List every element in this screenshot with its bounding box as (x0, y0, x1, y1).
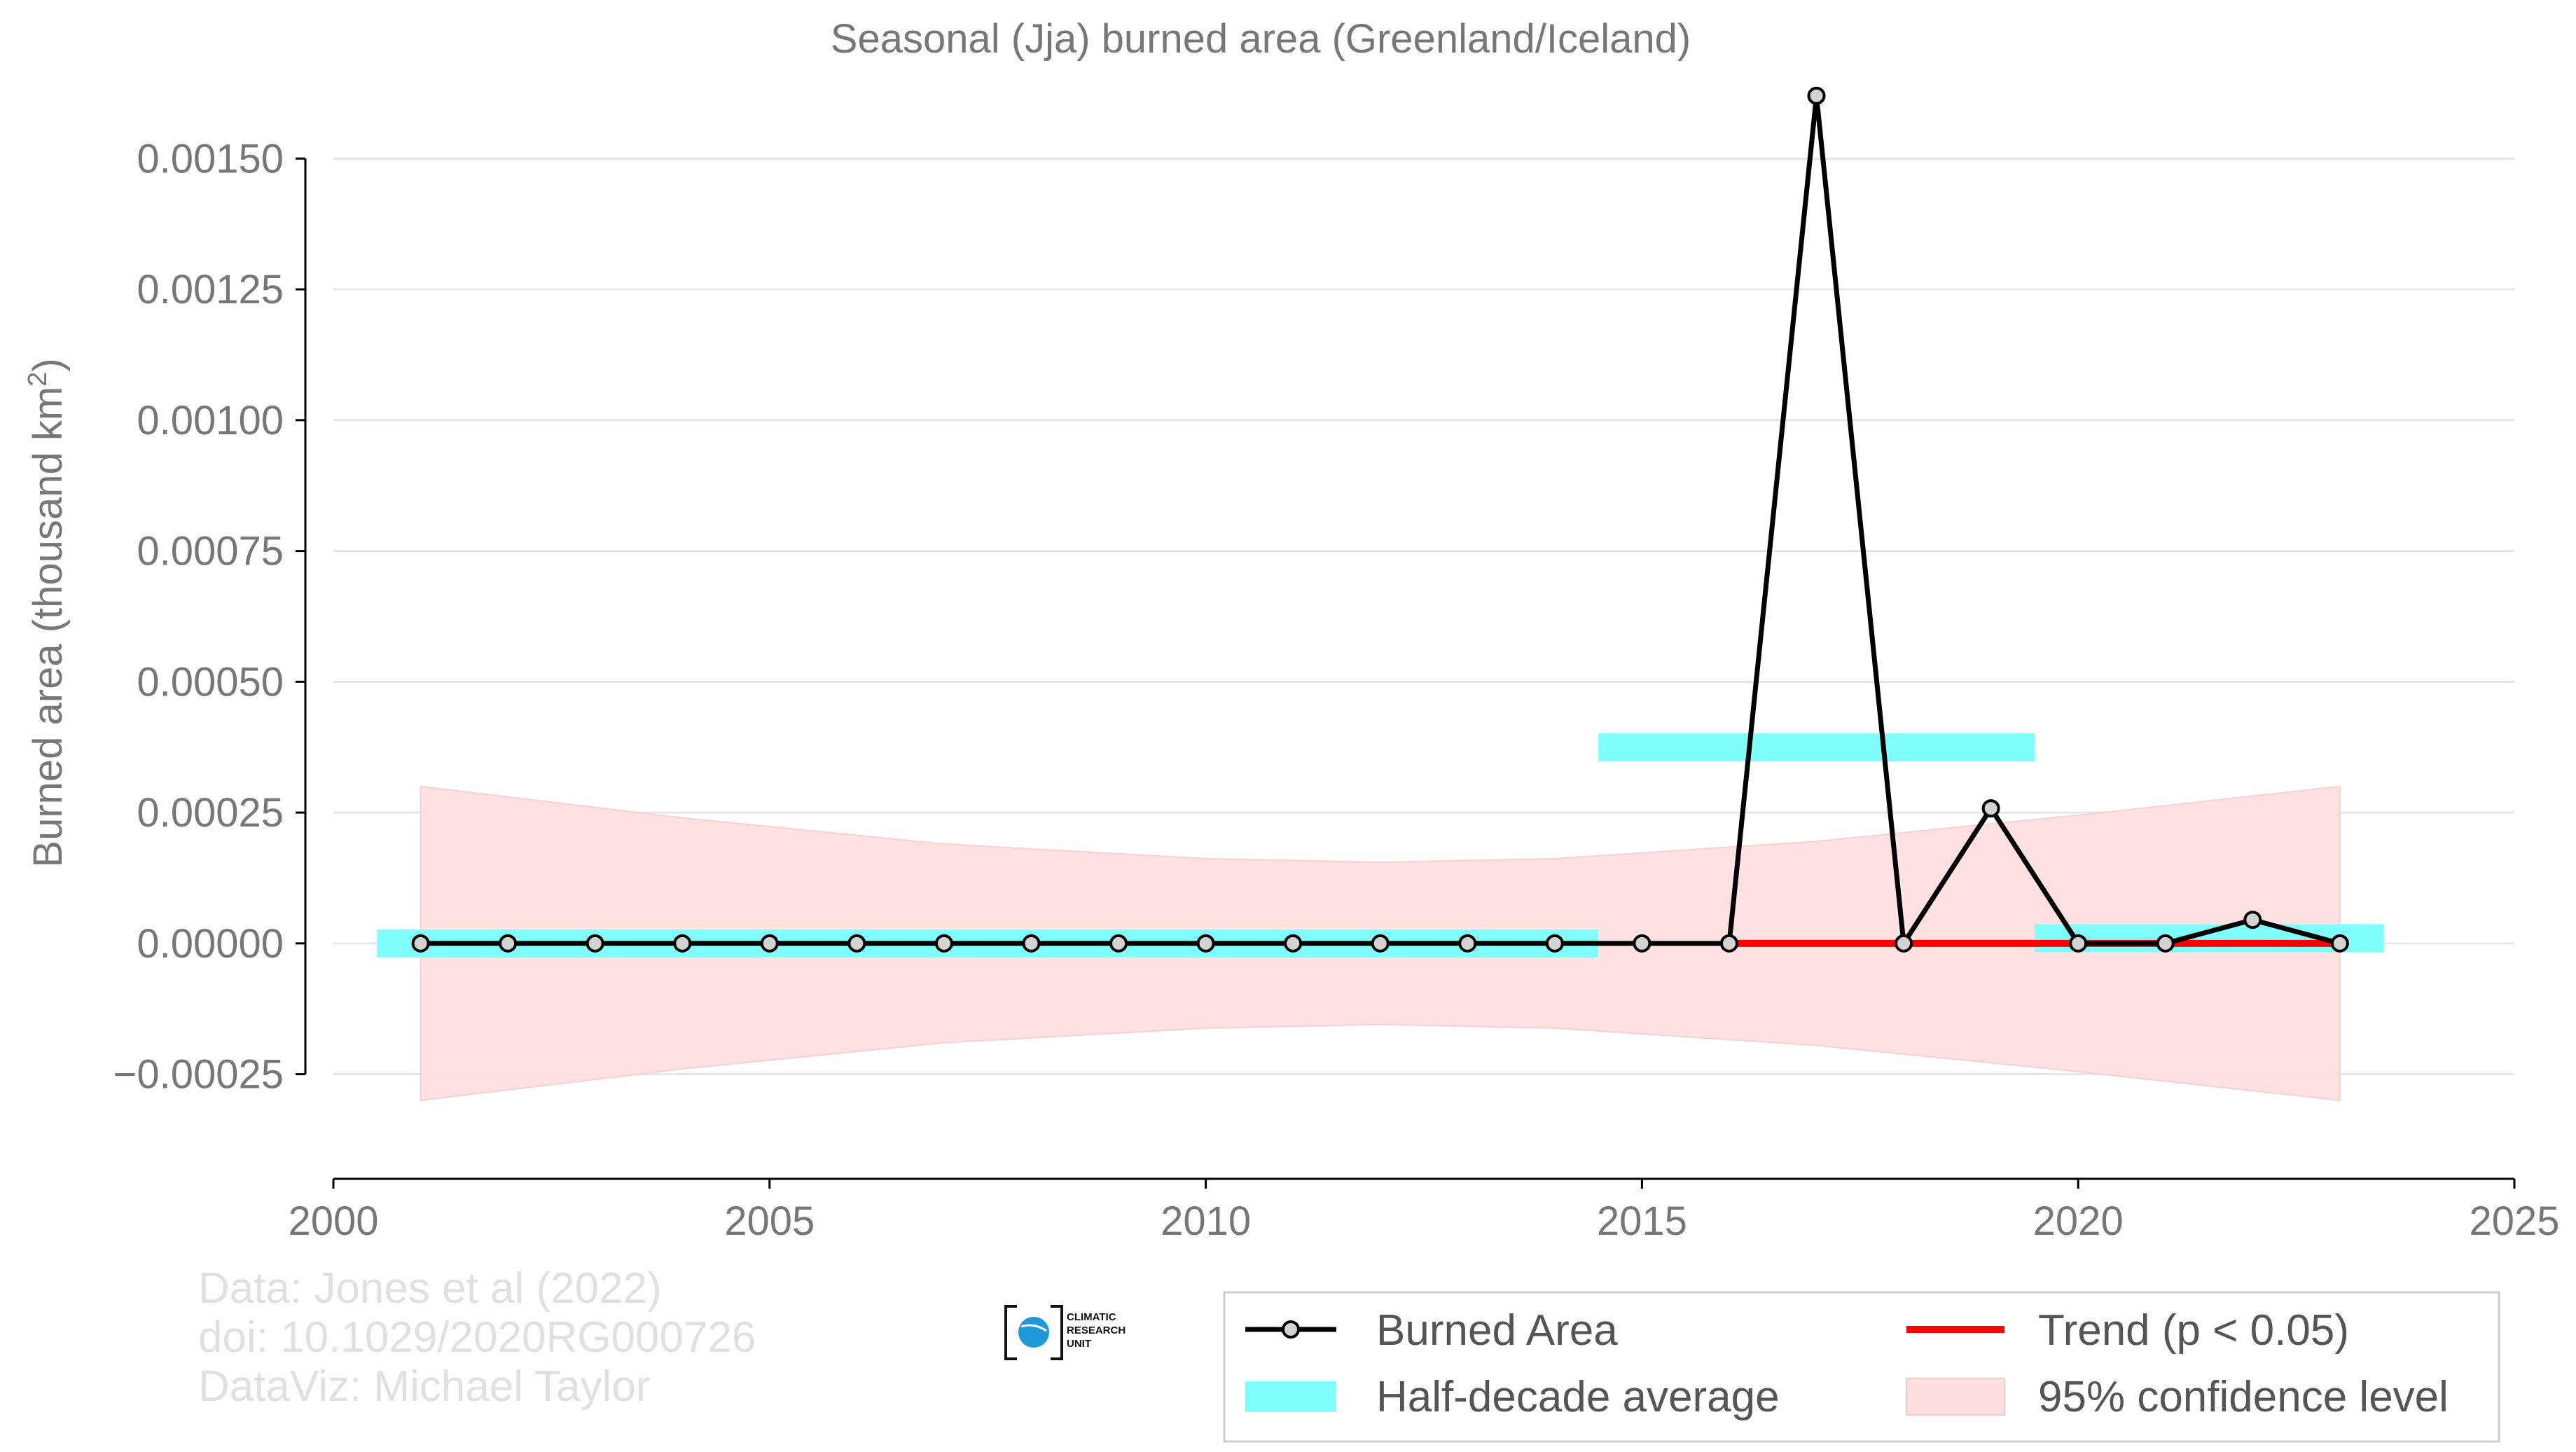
x-tick-label-3: 2015 (1597, 1198, 1687, 1244)
x-tick-label-4: 2020 (2033, 1198, 2124, 1244)
data-point-2023 (2330, 934, 2349, 953)
x-tick-label-1: 2005 (724, 1198, 815, 1244)
series-line-0 (420, 93, 2341, 946)
legend-box (1223, 1291, 2500, 1443)
y-axis-label-main: Burned area (thousand km (25, 387, 71, 868)
y-tick-label-4: 0.00075 (137, 529, 284, 574)
y-tick-label-3: 0.00050 (137, 659, 284, 705)
logo-globe-swirl (1020, 1324, 1047, 1332)
data-point-2001 (411, 934, 430, 953)
y-axis-label: Burned area (thousand km2) (23, 358, 71, 867)
cru-logo: CLIMATIC RESEARCH UNIT (1004, 1305, 1126, 1360)
data-point-2015 (1633, 934, 1651, 953)
globe-icon (1018, 1317, 1049, 1348)
data-point-2020 (2069, 934, 2088, 953)
credit-line-3: DataViz: Michael Taylor (198, 1362, 651, 1411)
data-point-2004 (673, 934, 692, 953)
data-point-2012 (1371, 934, 1390, 953)
y-tick-label-7: 0.00150 (137, 136, 284, 181)
half-decade-bar-1 (1598, 733, 2035, 761)
logo-text-2: RESEARCH (1067, 1325, 1126, 1336)
data-point-2002 (499, 934, 518, 953)
legend-swatch-half-decade (1245, 1381, 1336, 1412)
half-decade-bar-2 (2034, 924, 2384, 953)
y-tick-label-6: 0.00125 (137, 267, 284, 312)
data-point-2019 (1981, 799, 2000, 818)
legend-label-trend: Trend (p < 0.05) (2038, 1306, 2349, 1355)
data-point-2007 (934, 934, 953, 953)
chart-title: Seasonal (Jja) burned area (Greenland/Ic… (831, 16, 1691, 62)
data-point-2016 (1719, 934, 1738, 953)
data-point-2018 (1895, 934, 1913, 953)
data-point-2009 (1109, 934, 1128, 953)
legend-marker-burned-area (1282, 1320, 1300, 1339)
logo-text-3: UNIT (1067, 1338, 1091, 1350)
y-axis-label-end: ) (25, 358, 71, 371)
legend-label-burned-area: Burned Area (1376, 1306, 1618, 1355)
x-tick-label-5: 2025 (2469, 1198, 2559, 1244)
y-tick-label-5: 0.00100 (137, 398, 284, 443)
logo-bracket-left (1004, 1305, 1017, 1360)
data-point-2013 (1458, 934, 1477, 953)
x-tick-label-0: 2000 (288, 1198, 378, 1244)
x-tick-label-2: 2010 (1161, 1198, 1251, 1244)
legend: Burned Area Trend (p < 0.05) Half-decade… (1223, 1291, 2500, 1443)
data-point-2017 (1807, 86, 1826, 105)
credit-line-2: doi: 10.1029/2020RG000726 (198, 1313, 756, 1362)
credit-line-1: Data: Jones et al (2022) (198, 1264, 662, 1313)
axes: −0.00025 0.00000 0.00025 0.00050 0.00075 0.00… (113, 136, 2559, 1244)
y-axis-label-sup: 2 (23, 372, 53, 387)
series-layer (411, 86, 2349, 953)
data-point-2003 (586, 934, 604, 953)
data-point-2006 (847, 934, 866, 953)
data-point-2022 (2243, 911, 2262, 929)
data-point-2010 (1196, 934, 1215, 953)
data-point-2021 (2156, 934, 2175, 953)
y-tick-label-2: 0.00025 (137, 790, 284, 836)
data-point-2011 (1284, 934, 1303, 953)
legend-label-half-decade: Half-decade average (1376, 1373, 1780, 1421)
y-tick-label-1: 0.00000 (137, 921, 284, 967)
data-point-2008 (1022, 934, 1041, 953)
logo-text-1: CLIMATIC (1067, 1311, 1116, 1323)
data-point-2014 (1545, 934, 1564, 953)
data-point-2005 (760, 934, 779, 953)
y-tick-label-0: −0.00025 (113, 1052, 284, 1098)
logo-bracket-right (1051, 1305, 1063, 1360)
legend-swatch-confidence (1906, 1378, 2005, 1416)
legend-label-confidence: 95% confidence level (2038, 1373, 2449, 1421)
